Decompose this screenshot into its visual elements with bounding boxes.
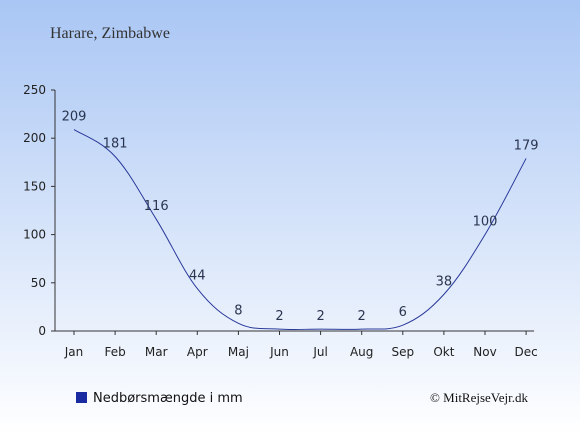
- chart-title: Harare, Zimbabwe: [50, 25, 170, 42]
- data-label: 116: [144, 199, 169, 214]
- x-tick-label: Apr: [187, 345, 208, 359]
- x-tick-label: Jul: [312, 345, 327, 359]
- data-label: 6: [399, 305, 407, 320]
- x-tick-label: Sep: [391, 345, 414, 359]
- data-label: 2: [316, 309, 324, 324]
- x-tick-label: Nov: [473, 345, 496, 359]
- y-tick-label: 50: [31, 276, 46, 290]
- data-label: 179: [514, 138, 539, 153]
- series-group: [73, 129, 527, 331]
- y-tick-label: 100: [23, 228, 46, 242]
- data-label: 8: [234, 303, 242, 318]
- data-label: 38: [436, 274, 453, 289]
- axes: 0 50 100 150 200 250 Jan Feb Mar Apr Maj Jun Jul Aug S…: [23, 83, 538, 359]
- x-tick-label: Maj: [228, 345, 249, 359]
- y-tick-label: 250: [23, 83, 46, 97]
- series-line: [73, 129, 527, 331]
- x-tick-label: Aug: [350, 345, 373, 359]
- data-label: 209: [62, 110, 87, 125]
- x-tick-label: Feb: [104, 345, 125, 359]
- y-tick-label: 0: [38, 324, 46, 338]
- x-tick-label: Mar: [145, 345, 168, 359]
- y-tick-label: 200: [23, 131, 46, 145]
- data-label: 100: [473, 215, 498, 230]
- x-tick-label: Jun: [269, 345, 289, 359]
- legend-swatch: [76, 392, 87, 403]
- data-label: 181: [103, 137, 128, 152]
- data-labels: 209 181 116 44 8 2 2 2 6 38 100 179: [62, 110, 539, 325]
- data-label: 44: [189, 269, 206, 284]
- data-label: 2: [358, 309, 366, 324]
- legend-label: Nedbørsmængde i mm: [93, 391, 243, 406]
- x-tick-label: Dec: [514, 345, 537, 359]
- data-label: 2: [275, 309, 283, 324]
- credit-text: © MitRejseVejr.dk: [430, 390, 528, 405]
- x-tick-label: Jan: [64, 345, 84, 359]
- x-tick-label: Okt: [433, 345, 454, 359]
- y-tick-label: 150: [23, 179, 46, 193]
